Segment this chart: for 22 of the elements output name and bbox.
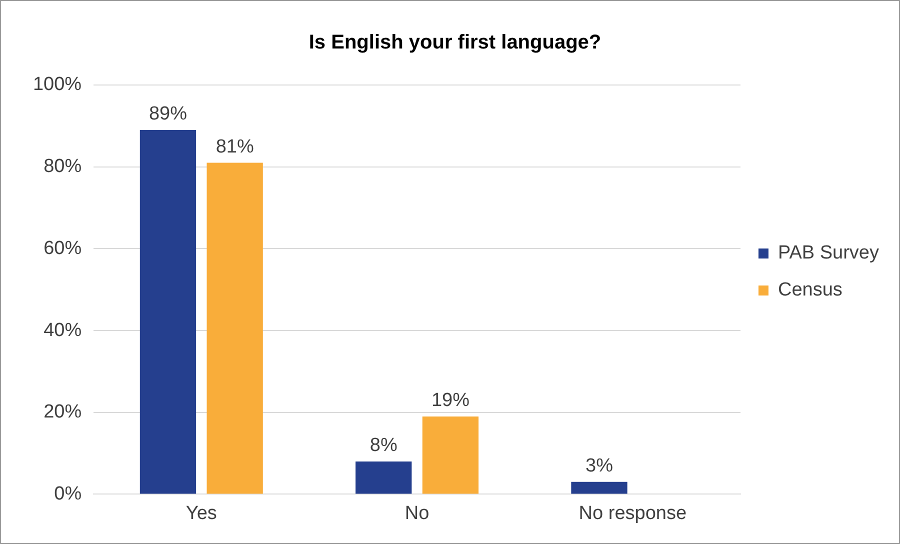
- x-tick-label: No response: [578, 502, 687, 524]
- x-tick-label: Yes: [186, 502, 217, 524]
- legend-label: Census: [778, 280, 842, 301]
- y-tick-label: 40%: [44, 320, 82, 341]
- bar: [571, 482, 628, 494]
- x-tick-label: No: [404, 502, 430, 524]
- data-label: 81%: [216, 136, 254, 158]
- y-tick-label: 80%: [44, 156, 82, 178]
- bar: [356, 461, 412, 494]
- y-tick-label: 20%: [44, 402, 82, 423]
- data-label: 19%: [431, 390, 470, 412]
- y-tick-label: 0%: [54, 483, 82, 504]
- bar: [140, 130, 196, 494]
- data-label: 89%: [148, 104, 188, 125]
- bar: [206, 162, 263, 494]
- chart-title: Is English your first language?: [308, 32, 602, 54]
- y-tick-label: 100%: [32, 74, 82, 96]
- data-label: 3%: [586, 456, 614, 477]
- data-label: 8%: [370, 435, 398, 456]
- legend-label: PAB Survey: [778, 242, 880, 264]
- y-tick-label: 60%: [44, 238, 82, 259]
- bar: [422, 416, 479, 494]
